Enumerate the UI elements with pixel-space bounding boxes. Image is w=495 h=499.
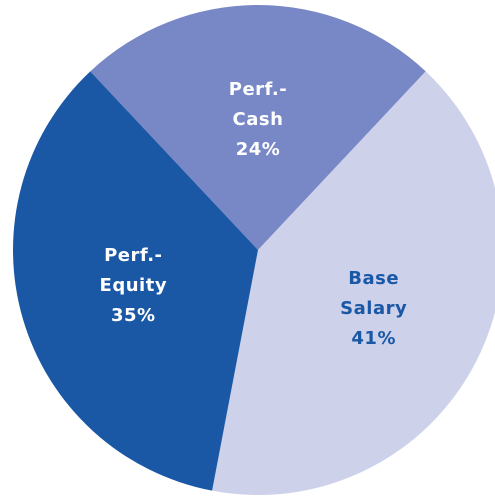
- slice-label: Base Salary 41%: [340, 268, 407, 349]
- category-label: Base Salary: [340, 268, 407, 319]
- pie-slice: [212, 71, 495, 495]
- category-label: Perf.-Cash: [229, 79, 287, 130]
- slice-label: Perf.-Equity 35%: [100, 245, 168, 326]
- value-label: 35%: [111, 305, 156, 326]
- value-label: 24%: [236, 139, 281, 160]
- slice-label: Perf.-Cash 24%: [229, 79, 287, 160]
- pie-slice: [13, 71, 258, 491]
- pie-slice: [90, 5, 426, 251]
- category-label: Perf.-Equity: [100, 245, 168, 296]
- value-label: 41%: [351, 328, 396, 349]
